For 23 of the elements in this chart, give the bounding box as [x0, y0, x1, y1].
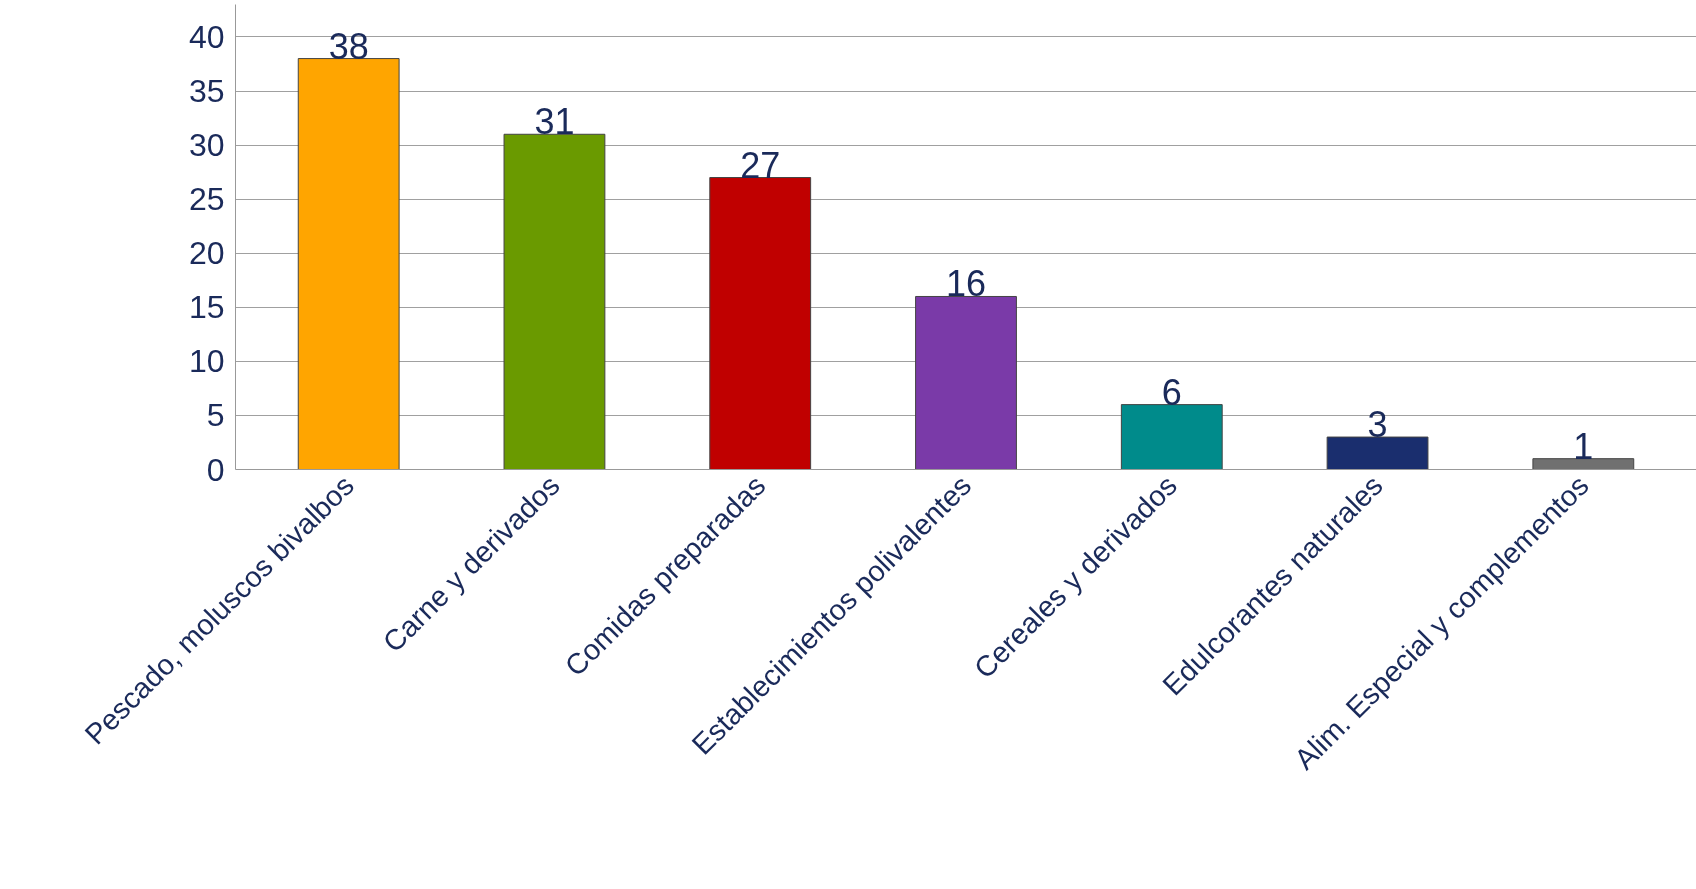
y-tick-label: 20	[188, 235, 225, 272]
y-tick-label: 5	[206, 397, 225, 434]
bar	[915, 295, 1017, 470]
data-label: 38	[328, 25, 369, 67]
y-tick-label: 0	[206, 451, 225, 488]
data-label: 16	[945, 263, 987, 305]
bar	[1532, 458, 1635, 470]
y-tick-label: 30	[188, 127, 225, 164]
data-label: 6	[1161, 371, 1182, 413]
bar	[1326, 436, 1429, 470]
bar	[1120, 404, 1223, 470]
y-tick-label: 35	[188, 73, 225, 110]
bar	[709, 177, 812, 470]
y-tick-label: 15	[188, 289, 225, 326]
y-tick-label: 40	[188, 18, 225, 55]
y-tick-label: 25	[188, 181, 225, 218]
data-label: 3	[1367, 404, 1388, 446]
bar	[503, 133, 606, 470]
data-label: 27	[740, 144, 781, 186]
data-label: 31	[534, 101, 575, 143]
data-label: 1	[1573, 425, 1594, 467]
y-tick-label: 10	[188, 343, 225, 380]
bar	[297, 58, 400, 470]
